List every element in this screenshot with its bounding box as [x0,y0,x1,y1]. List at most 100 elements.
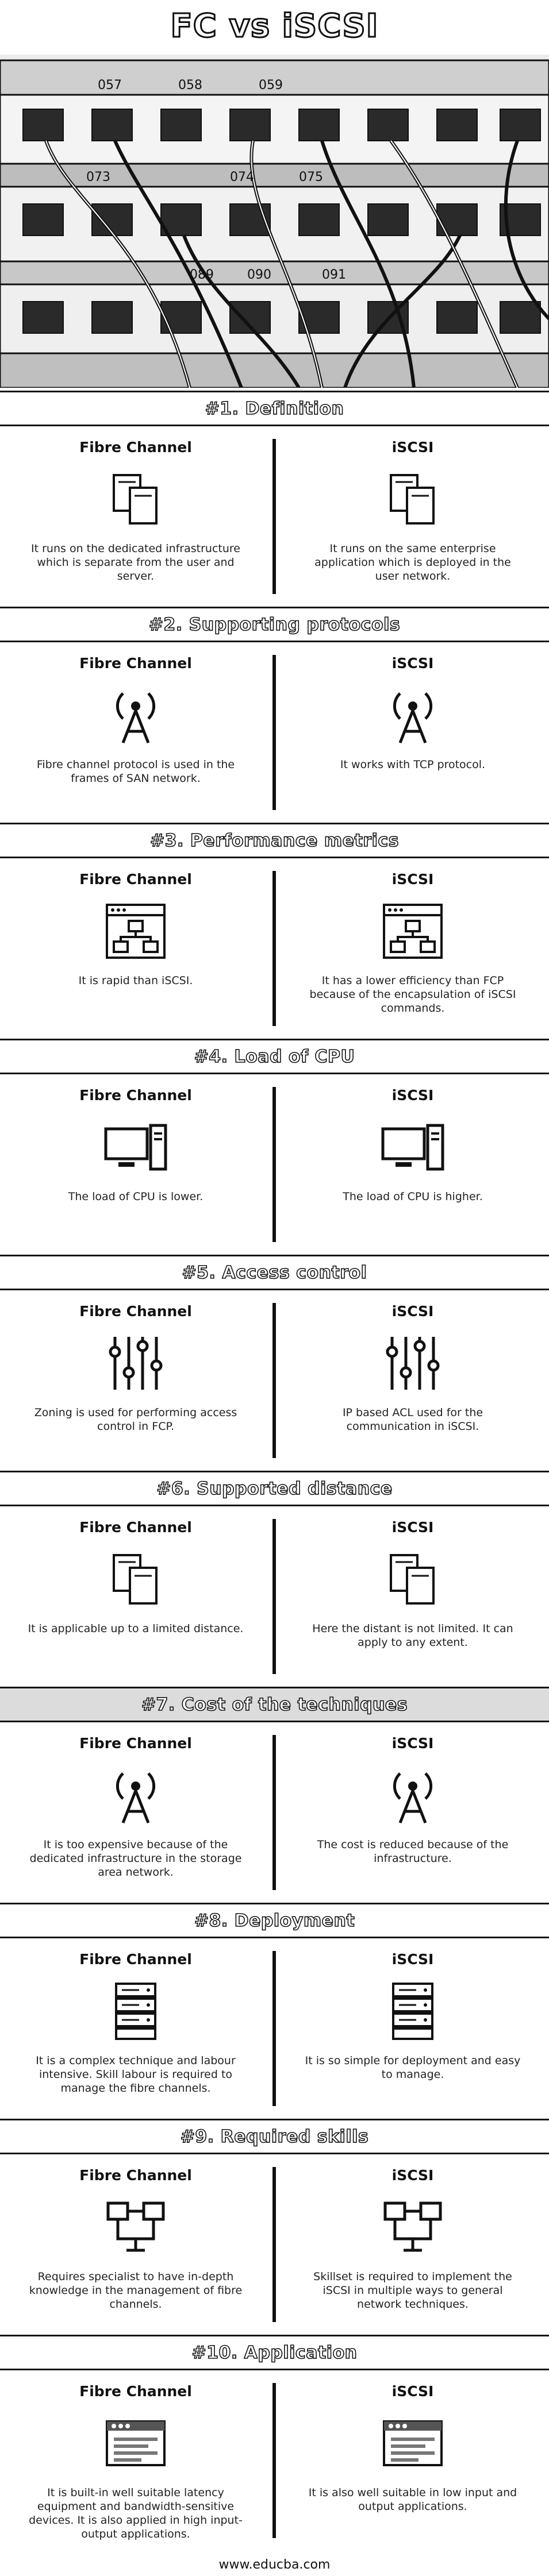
hero-image-network-patch-panel: 057 058 059 073 074 075 089 090 091 [0,55,549,388]
column-title: Fibre Channel [79,2383,192,2400]
column-title: iSCSI [391,1735,434,1752]
column-title: iSCSI [391,871,434,888]
column-title: Fibre Channel [79,439,192,456]
section-heading: #3. Performance metrics [0,823,549,858]
column-title: iSCSI [391,655,434,672]
iscsi-column: iSCSI It runs on the same enterprise appl… [286,426,539,607]
section-heading: #10. Application [0,2335,549,2370]
iscsi-column: iSCSI Here the distant is not limited. It… [286,1506,539,1687]
column-divider [272,439,276,594]
column-title: iSCSI [391,2167,434,2184]
antenna-icon [378,1761,447,1830]
footer-url: www.educba.com [218,2557,331,2572]
port-label: 059 [259,78,283,92]
iscsi-column: iSCSI IP based ACL used for the communica… [286,1290,539,1471]
column-description: Skillset is required to implement the iS… [313,2270,512,2311]
iscsi-column: iSCSI The load of CPU is higher. [286,1074,539,1255]
comparison-section: #3. Performance metrics Fibre Channel It i… [0,823,549,1039]
section-heading: #8. Deployment [0,1903,549,1938]
iscsi-column: iSCSI It has a lower efficiency than FCP … [286,858,539,1039]
column-description: It runs on the dedicated infrastructure … [31,542,240,583]
port-label: 057 [98,78,122,92]
section-heading: #9. Required skills [0,2119,549,2154]
comparison-section: #7. Cost of the techniques Fibre Channel I… [0,1687,549,1903]
iscsi-column: iSCSI The cost is reduced because of the … [286,1722,539,1903]
column-divider [272,1735,276,1890]
comparison-section: #10. Application Fibre Channel It is built… [0,2335,549,2551]
network-icon [378,2193,447,2262]
server-icon [101,1977,170,2046]
sitemap-window-icon [378,897,447,966]
page-title: FC vs iSCSI [170,6,379,45]
comparison-section: #8. Deployment Fibre Channel It is a compl… [0,1903,549,2119]
comparison-section: #5. Access control Fibre Channel Zoning is… [0,1255,549,1471]
column-title: iSCSI [391,1087,434,1104]
iscsi-column: iSCSI It is also well suitable in low inp… [286,2370,539,2551]
fibre-channel-column: Fibre Channel It runs on the dedicated in… [9,426,262,607]
section-heading: #4. Load of CPU [0,1039,549,1074]
browser-window-icon [101,2409,170,2478]
column-title: Fibre Channel [79,655,192,672]
port-label: 090 [247,268,271,282]
column-description: It is a complex technique and labour int… [36,2054,236,2095]
column-description: It is too expensive because of the dedic… [29,1838,242,1879]
comparison-section: #1. Definition Fibre Channel It runs on th… [0,391,549,607]
column-divider [272,1519,276,1674]
antenna-icon [378,681,447,750]
iscsi-column: iSCSI It is so simple for deployment and … [286,1938,539,2119]
column-divider [272,2383,276,2538]
sliders-icon [101,1329,170,1398]
port-label: 091 [322,268,346,282]
comparison-section: #4. Load of CPU Fibre Channel The load of … [0,1039,549,1255]
port-label: 089 [190,268,214,282]
column-title: iSCSI [391,2383,434,2400]
section-heading: #6. Supported distance [0,1471,549,1506]
column-title: Fibre Channel [79,1519,192,1536]
column-description: The load of CPU is higher. [343,1190,483,1203]
column-description: IP based ACL used for the communication … [342,1406,483,1433]
comparison-section: #9. Required skills Fibre Channel Requires… [0,2119,549,2335]
column-description: Zoning is used for performing access con… [34,1406,237,1433]
comparison-section: #6. Supported distance Fibre Channel It is… [0,1471,549,1687]
column-description: Here the distant is not limited. It can … [312,1622,513,1649]
fibre-channel-column: Fibre Channel It is a complex technique a… [9,1938,262,2119]
column-description: Requires specialist to have in-depth kno… [29,2270,243,2311]
column-description: It is also well suitable in low input an… [308,2486,517,2513]
fibre-channel-column: Fibre Channel It is built-in well suitabl… [9,2370,262,2551]
document-icon [378,465,447,534]
column-title: Fibre Channel [79,2167,192,2184]
port-label: 073 [86,170,110,184]
computer-icon [101,1113,170,1182]
column-title: Fibre Channel [79,1735,192,1752]
column-description: It runs on the same enterprise applicati… [314,542,511,583]
column-description: It has a lower efficiency than FCP becau… [309,974,516,1015]
column-title: iSCSI [391,439,434,456]
fibre-channel-column: Fibre Channel Requires specialist to have… [9,2154,262,2335]
column-divider [272,1087,276,1242]
column-description: It is applicable up to a limited distanc… [28,1622,244,1635]
iscsi-column: iSCSI It works with TCP protocol. [286,642,539,823]
column-description: The cost is reduced because of the infra… [317,1838,509,1865]
fibre-channel-column: Fibre Channel Zoning is used for performi… [9,1290,262,1471]
port-label: 075 [299,170,323,184]
column-divider [272,871,276,1026]
comparison-section: #2. Supporting protocols Fibre Channel Fib… [0,607,549,823]
port-label: 074 [230,170,254,184]
column-description: The load of CPU is lower. [68,1190,204,1203]
fibre-channel-column: Fibre Channel It is too expensive because… [9,1722,262,1903]
sitemap-window-icon [101,897,170,966]
sliders-icon [378,1329,447,1398]
computer-icon [378,1113,447,1182]
column-title: iSCSI [391,1519,434,1536]
patch-panel-illustration: 057 058 059 073 074 075 089 090 091 [0,55,549,388]
iscsi-column: iSCSI Skillset is required to implement t… [286,2154,539,2335]
document-icon [101,1545,170,1614]
column-description: It works with TCP protocol. [340,758,486,771]
column-title: iSCSI [391,1303,434,1320]
column-description: It is so simple for deployment and easy … [305,2054,521,2081]
section-heading: #1. Definition [0,391,549,426]
column-divider [272,655,276,810]
fibre-channel-column: Fibre Channel Fibre channel protocol is u… [9,642,262,823]
browser-window-icon [378,2409,447,2478]
column-title: Fibre Channel [79,871,192,888]
